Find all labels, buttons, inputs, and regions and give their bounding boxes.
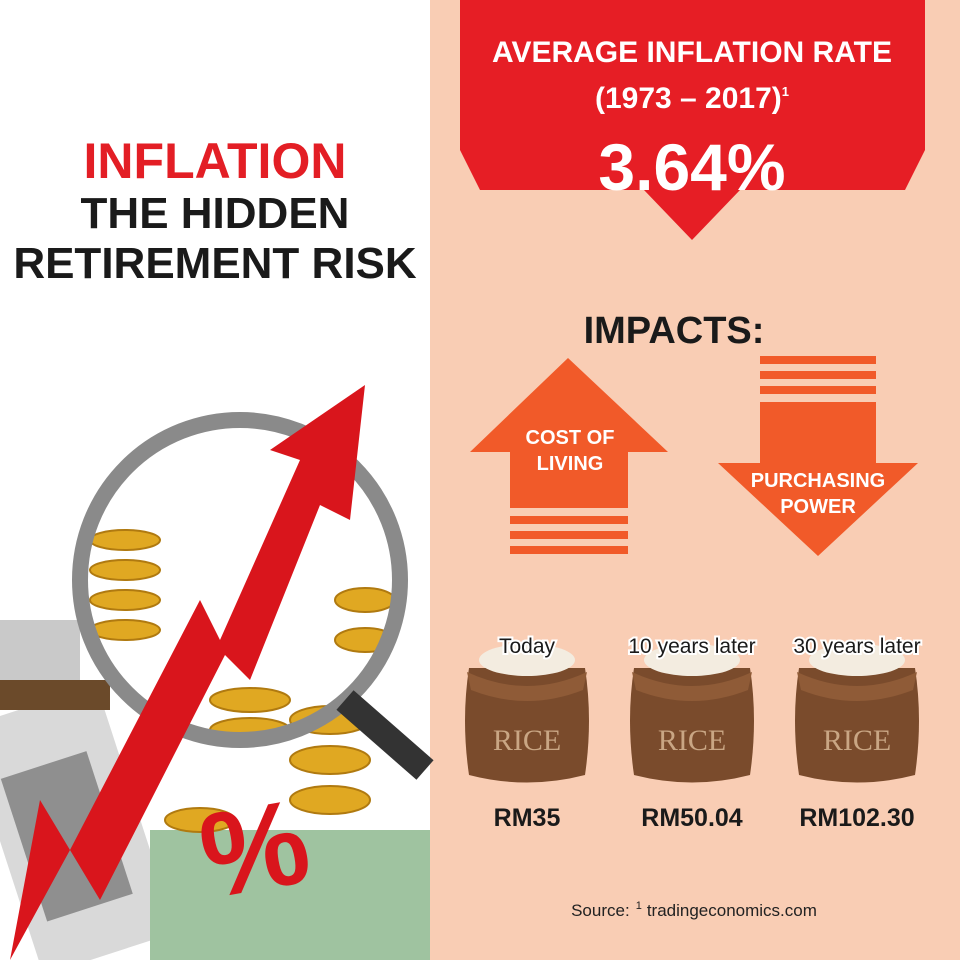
price: RM35 <box>494 804 561 832</box>
banner-period: (1973 – 2017)1 <box>595 82 789 115</box>
bag-fold <box>797 672 917 701</box>
period: (1973 – 2017) <box>595 82 782 115</box>
up-arrow <box>470 358 668 554</box>
down-arrow <box>718 356 918 556</box>
rice-bag: RICE <box>630 644 754 783</box>
footnote-mark: 1 <box>636 900 642 912</box>
rice-bag: RICE <box>465 644 589 783</box>
subtitle: THE HIDDEN <box>81 189 350 238</box>
source-site: tradingeconomics.com <box>647 901 817 920</box>
rice-grain <box>479 644 575 676</box>
bag-label: RICE <box>823 724 891 757</box>
time-label: Today <box>499 635 556 658</box>
rice-bag: RICE <box>795 644 919 783</box>
bag-fold <box>632 672 752 701</box>
bag-fold <box>467 672 587 701</box>
banner <box>460 0 925 240</box>
subtitle: RETIREMENT RISK <box>13 239 417 288</box>
rice-grain <box>644 644 740 676</box>
impact-label: POWER <box>780 496 856 518</box>
time-label: 30 years later <box>793 635 920 658</box>
footnote-mark: 1 <box>782 84 789 99</box>
inflation-rate: 3.64% <box>598 130 785 204</box>
price: RM50.04 <box>641 804 743 832</box>
source-label: Source: <box>571 901 630 920</box>
price: RM102.30 <box>799 804 914 832</box>
impact-label: PURCHASING <box>751 470 885 492</box>
bag-label: RICE <box>658 724 726 757</box>
impact-label: COST OF <box>526 427 615 449</box>
percent-symbol: % <box>191 774 319 924</box>
impacts-heading: IMPACTS: <box>584 310 765 352</box>
rice-grain <box>809 644 905 676</box>
banner-heading: AVERAGE INFLATION RATE <box>492 36 892 69</box>
time-label: 10 years later <box>628 635 755 658</box>
impact-label: LIVING <box>537 453 604 475</box>
bag-label: RICE <box>493 724 561 757</box>
title: INFLATION <box>84 133 347 189</box>
source: Source: 1 tradingeconomics.com <box>571 900 817 920</box>
illustration: % <box>0 385 434 960</box>
rice-section: RICE Today RM35 RICE 10 years later RM50.04 RI… <box>465 633 923 832</box>
